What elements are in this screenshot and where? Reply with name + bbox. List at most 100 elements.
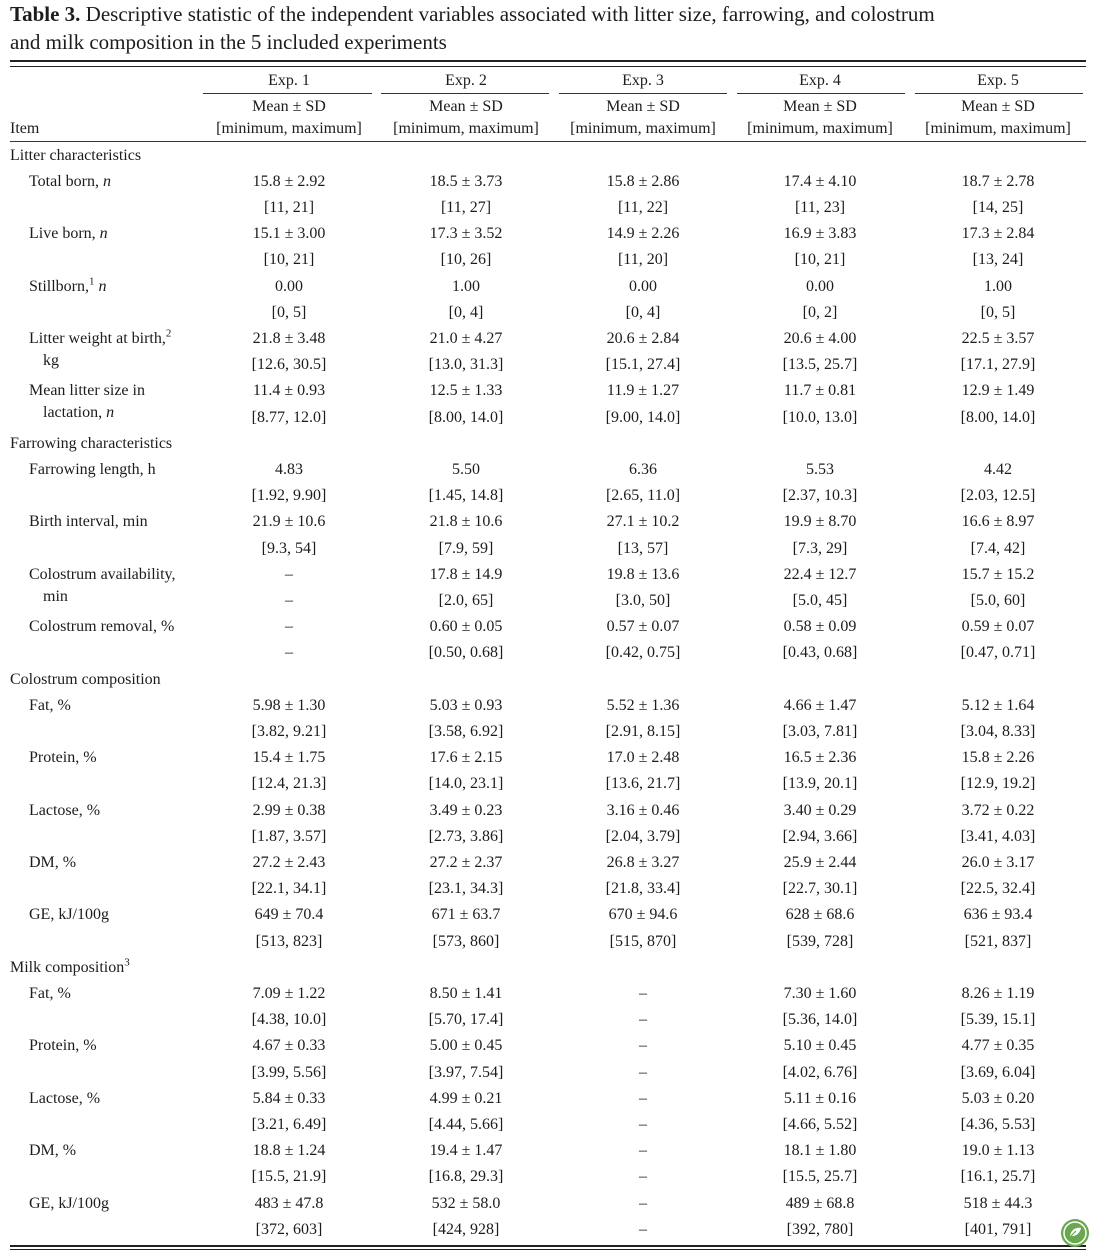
column-header-range: [minimum, maximum] [570,120,716,137]
cell-min-max: [3.41, 4.03] [960,827,1036,845]
row-label: DM, % [29,853,77,871]
row-label-unit: n [106,404,115,422]
cell-mean-sd: 5.10 ± 0.45 [783,1037,857,1055]
cell-mean-sd: 26.0 ± 3.17 [961,853,1035,871]
column-header-stat: Mean ± SD [252,98,326,115]
table-caption: Table 3. Descriptive statistic of the in… [10,0,1090,56]
cell-mean-sd: 15.8 ± 2.92 [252,172,326,190]
row-label-footnote: 2 [165,327,172,340]
cell-mean-sd: – [639,1037,647,1055]
cell-mean-sd: 21.8 ± 3.48 [252,329,326,347]
cell-mean-sd: 12.5 ± 1.33 [429,382,503,400]
row-label: DM, % [29,1142,77,1160]
cell-mean-sd: 27.1 ± 10.2 [606,513,680,531]
cell-mean-sd: 3.40 ± 0.29 [783,801,857,819]
column-header-range: [minimum, maximum] [925,120,1071,137]
top-rule-thin [10,66,1086,67]
cell-mean-sd: 17.6 ± 2.15 [429,749,503,767]
cell-min-max: [539, 728] [786,932,854,950]
cell-min-max: [3.82, 9.21] [251,722,327,740]
column-span-rule [559,93,727,94]
column-header-stat: Mean ± SD [606,98,680,115]
cell-mean-sd: 15.1 ± 3.00 [252,225,326,243]
cell-mean-sd: 3.72 ± 0.22 [961,801,1035,819]
cell-min-max: [0, 5] [980,303,1016,321]
cell-mean-sd: 5.00 ± 0.45 [429,1037,503,1055]
cell-mean-sd: 5.11 ± 0.16 [783,1089,857,1107]
cell-mean-sd: 17.8 ± 14.9 [429,565,503,583]
cell-mean-sd: 21.8 ± 10.6 [429,513,503,531]
row-label: Mean litter size in [29,382,145,400]
cell-min-max: [392, 780] [786,1220,854,1238]
cell-mean-sd: 11.9 ± 1.27 [606,382,680,400]
cell-mean-sd: 628 ± 68.6 [785,906,855,924]
row-label: GE, kJ/100g [29,906,109,924]
cell-min-max: [15.1, 27.4] [605,356,681,374]
cell-min-max: [4.44, 5.66] [428,1115,504,1133]
cell-mean-sd: 518 ± 44.3 [963,1194,1033,1212]
cell-min-max: – [285,644,293,662]
cell-min-max: – [639,1011,647,1029]
cell-mean-sd: 8.50 ± 1.41 [429,984,503,1002]
cell-min-max: [0.50, 0.68] [428,644,504,662]
cell-min-max: [13.5, 25.7] [782,356,858,374]
cell-min-max: [0.47, 0.71] [960,644,1036,662]
cell-min-max: [3.97, 7.54] [428,1063,504,1081]
cell-mean-sd: 671 ± 63.7 [431,906,501,924]
row-label: Protein, % [29,1037,97,1055]
cell-mean-sd: 15.4 ± 1.75 [252,749,326,767]
column-span-rule [381,93,549,94]
cell-mean-sd: 27.2 ± 2.37 [429,853,503,871]
cell-mean-sd: 1.00 [452,277,480,295]
section-title: Milk composition3 [10,956,130,976]
section-title: Farrowing characteristics [10,434,173,452]
cell-mean-sd: 17.3 ± 2.84 [961,225,1035,243]
cell-min-max: [1.87, 3.57] [251,827,327,845]
cell-mean-sd: 15.8 ± 2.86 [606,172,680,190]
row-label: Protein, % [29,749,97,767]
column-header-exp-5: Exp. 5 [977,72,1019,89]
cell-min-max: [13.9, 20.1] [782,775,858,793]
cell-min-max: [12.6, 30.5] [251,356,327,374]
row-label: Fat, % [29,984,71,1002]
cell-mean-sd: 19.9 ± 8.70 [783,513,857,531]
cell-mean-sd: 5.98 ± 1.30 [252,696,326,714]
cell-min-max: [4.66, 5.52] [782,1115,858,1133]
cell-mean-sd: – [639,1089,647,1107]
cell-mean-sd: 17.4 ± 4.10 [783,172,857,190]
cell-mean-sd: 22.4 ± 12.7 [783,565,857,583]
column-header-stat: Mean ± SD [961,98,1035,115]
cell-mean-sd: 0.57 ± 0.07 [606,618,680,636]
cell-min-max: [0.43, 0.68] [782,644,858,662]
cell-min-max: [7.9, 59] [438,539,494,557]
cell-mean-sd: 1.00 [984,277,1012,295]
cell-mean-sd: 649 ± 70.4 [254,906,324,924]
cell-mean-sd: 3.49 ± 0.23 [429,801,503,819]
cell-mean-sd: 2.99 ± 0.38 [252,801,326,819]
cell-min-max: [515, 870] [609,932,677,950]
cell-min-max: [11, 22] [617,198,669,216]
row-label: Fat, % [29,696,71,714]
column-span-rule [203,93,372,94]
cell-mean-sd: 16.6 ± 8.97 [961,513,1035,531]
cell-min-max: [9.3, 54] [261,539,317,557]
cell-min-max: [15.5, 25.7] [782,1168,858,1186]
row-label-continued: lactation, n [43,404,115,422]
cell-min-max: [0, 2] [802,303,838,321]
cell-mean-sd: 0.60 ± 0.05 [429,618,503,636]
cell-mean-sd: 8.26 ± 1.19 [961,984,1035,1002]
cell-min-max: [13, 57] [617,539,669,557]
cell-min-max: – [639,1220,647,1238]
column-header-range: [minimum, maximum] [747,120,893,137]
cell-min-max: [3.58, 6.92] [428,722,504,740]
cell-min-max: [22.1, 34.1] [251,880,327,898]
cell-min-max: [1.45, 14.8] [428,487,504,505]
cell-mean-sd: 489 ± 68.8 [785,1194,855,1212]
header-rule [10,141,1086,142]
cell-mean-sd: 4.99 ± 0.21 [429,1089,503,1107]
cell-min-max: [2.91, 8.15] [605,722,681,740]
cell-min-max: – [639,1115,647,1133]
row-label-unit: n [98,277,107,295]
cell-mean-sd: 14.9 ± 2.26 [606,225,680,243]
cell-mean-sd: – [639,1194,647,1212]
